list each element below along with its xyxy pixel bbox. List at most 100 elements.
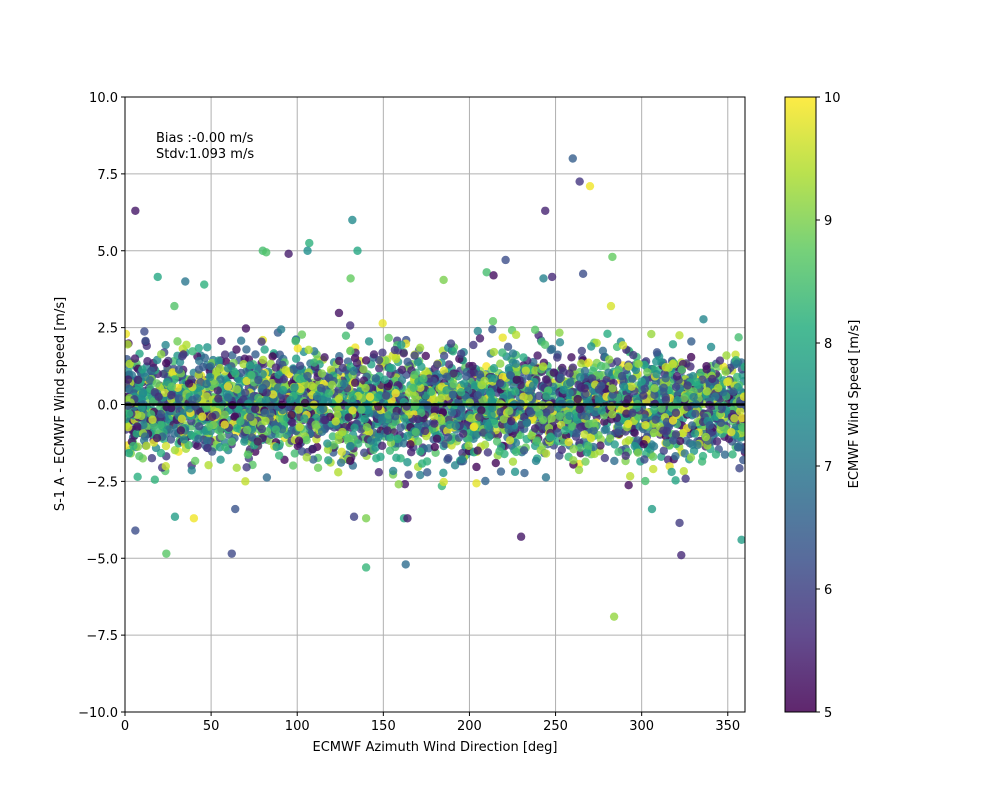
scatter-point bbox=[334, 394, 343, 404]
scatter-point bbox=[607, 410, 617, 419]
stdv-annotation: Stdv:1.093 m/s bbox=[156, 147, 254, 162]
scatter-point bbox=[345, 321, 355, 330]
scatter-point bbox=[297, 447, 307, 456]
scatter-point bbox=[338, 363, 347, 373]
scatter-point bbox=[532, 436, 542, 445]
scatter-point bbox=[488, 317, 498, 326]
scatter-point bbox=[147, 453, 157, 463]
scatter-point bbox=[671, 408, 681, 417]
y-tick-label: −5.0 bbox=[86, 552, 118, 567]
scatter-point bbox=[677, 365, 686, 374]
scatter-point bbox=[344, 413, 353, 422]
scatter-point bbox=[348, 393, 357, 403]
scatter-point bbox=[369, 350, 379, 359]
scatter-point bbox=[302, 436, 311, 445]
scatter-point bbox=[495, 447, 504, 456]
scatter-point-outlier bbox=[401, 560, 410, 569]
scatter-point bbox=[188, 347, 197, 356]
scatter-point bbox=[459, 429, 468, 438]
scatter-point bbox=[538, 362, 548, 371]
scatter-point bbox=[630, 428, 639, 438]
scatter-point bbox=[448, 390, 457, 399]
scatter-point bbox=[281, 365, 290, 375]
scatter-point bbox=[319, 404, 328, 414]
scatter-point bbox=[737, 413, 745, 423]
scatter-point bbox=[291, 354, 301, 363]
scatter-point bbox=[241, 477, 250, 486]
scatter-point bbox=[499, 415, 509, 424]
scatter-point bbox=[187, 430, 196, 440]
scatter-point bbox=[302, 453, 311, 462]
scatter-point bbox=[341, 331, 351, 340]
scatter-point bbox=[325, 374, 334, 383]
scatter-point bbox=[409, 383, 418, 393]
scatter-point bbox=[546, 405, 555, 414]
scatter-point bbox=[475, 412, 484, 422]
scatter-point bbox=[735, 464, 744, 473]
scatter-point bbox=[608, 390, 618, 399]
x-tick-label: 350 bbox=[715, 719, 740, 734]
scatter-point bbox=[321, 415, 330, 425]
scatter-point-outlier bbox=[361, 563, 371, 572]
scatter-point-outlier bbox=[647, 504, 657, 514]
scatter-point bbox=[361, 356, 371, 365]
scatter-point bbox=[150, 475, 160, 484]
scatter-point bbox=[534, 391, 544, 401]
scatter-point bbox=[682, 436, 691, 445]
scatter-point bbox=[730, 414, 739, 423]
scatter-point bbox=[604, 355, 614, 364]
scatter-point bbox=[125, 448, 134, 458]
scatter-point bbox=[132, 422, 142, 431]
scatter-point-outlier bbox=[305, 238, 314, 248]
scatter-point bbox=[350, 378, 360, 388]
scatter-point bbox=[649, 442, 659, 451]
scatter-point bbox=[137, 411, 146, 421]
scatter-point bbox=[242, 376, 251, 386]
scatter-point bbox=[437, 393, 446, 403]
scatter-point bbox=[489, 364, 499, 373]
scatter-point bbox=[582, 448, 592, 457]
scatter-point bbox=[215, 426, 224, 435]
scatter-point bbox=[659, 426, 668, 435]
scatter-point bbox=[300, 398, 310, 408]
scatter-point bbox=[473, 446, 482, 455]
scatter-point bbox=[152, 379, 161, 388]
scatter-point bbox=[575, 443, 585, 453]
scatter-point-outlier bbox=[539, 274, 548, 283]
scatter-point bbox=[182, 340, 191, 350]
y-tick-label: 10.0 bbox=[89, 91, 118, 106]
scatter-point-outlier bbox=[547, 272, 557, 282]
scatter-point bbox=[320, 353, 329, 362]
scatter-point bbox=[508, 349, 518, 358]
scatter-point bbox=[487, 389, 496, 399]
scatter-point bbox=[198, 362, 208, 372]
scatter-point bbox=[671, 451, 680, 461]
scatter-point bbox=[166, 403, 176, 413]
scatter-point bbox=[528, 381, 538, 390]
colorbar-tick-label: 9 bbox=[824, 214, 832, 229]
scatter-point bbox=[727, 427, 736, 437]
scatter-point bbox=[536, 446, 545, 455]
scatter-point bbox=[614, 447, 623, 457]
scatter-point bbox=[271, 363, 281, 372]
scatter-point bbox=[442, 372, 452, 381]
scatter-point bbox=[194, 343, 203, 353]
scatter-point bbox=[511, 330, 521, 340]
scatter-point bbox=[433, 360, 442, 369]
scatter-point bbox=[167, 390, 176, 400]
scatter-point bbox=[416, 447, 425, 456]
scatter-point bbox=[640, 455, 649, 464]
scatter-point bbox=[724, 434, 734, 443]
scatter-point bbox=[699, 315, 708, 324]
scatter-point bbox=[135, 451, 144, 461]
scatter-point bbox=[415, 343, 425, 353]
scatter-point bbox=[657, 404, 666, 413]
scatter-point bbox=[600, 425, 609, 435]
scatter-point bbox=[251, 404, 260, 414]
scatter-point bbox=[142, 441, 151, 450]
scatter-point bbox=[160, 388, 170, 398]
scatter-point bbox=[572, 429, 581, 438]
scatter-point bbox=[444, 453, 453, 463]
scatter-point bbox=[711, 392, 720, 401]
scatter-point bbox=[240, 437, 249, 446]
